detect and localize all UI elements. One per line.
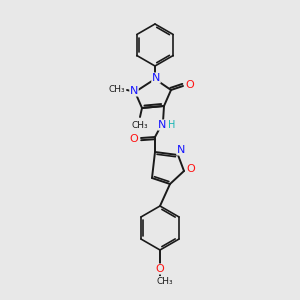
Text: H: H: [168, 120, 176, 130]
Text: O: O: [187, 164, 195, 174]
Text: O: O: [186, 80, 194, 90]
Text: O: O: [130, 134, 138, 144]
Text: CH₃: CH₃: [109, 85, 125, 94]
Text: N: N: [177, 145, 185, 155]
Text: N: N: [158, 120, 166, 130]
Text: N: N: [152, 73, 160, 83]
Text: CH₃: CH₃: [157, 277, 173, 286]
Text: CH₃: CH₃: [132, 121, 148, 130]
Text: N: N: [130, 86, 138, 96]
Text: O: O: [156, 264, 164, 274]
